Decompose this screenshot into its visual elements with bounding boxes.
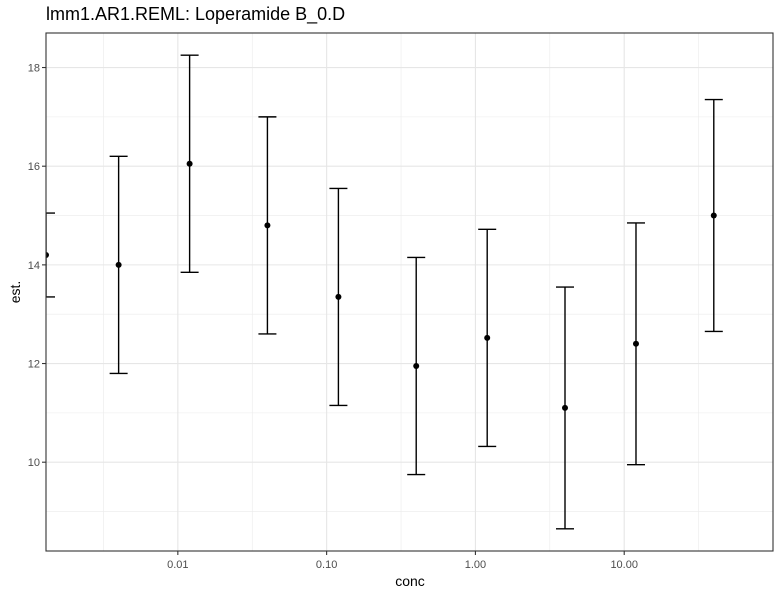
x-tick-label: 0.10: [316, 559, 337, 571]
x-tick-label: 1.00: [465, 559, 486, 571]
data-point: [115, 261, 122, 268]
data-layer: [46, 54, 723, 530]
x-tick-label: 10.00: [610, 559, 638, 571]
data-point: [484, 334, 491, 341]
chart-title: lmm1.AR1.REML: Loperamide B_0.D: [46, 4, 345, 25]
y-tick-label: 18: [28, 63, 40, 75]
data-point: [264, 222, 271, 229]
panel-border: [45, 32, 774, 552]
axis-ticks: 10 12 14 16 18 0.01 0.10 1.00 10.00: [28, 32, 774, 571]
y-tick-label: 16: [28, 161, 40, 173]
plot-panel: [46, 33, 773, 551]
data-point: [186, 160, 193, 167]
y-axis-title: est.: [7, 281, 23, 304]
x-tick-label: 0.01: [167, 559, 188, 571]
data-point: [413, 363, 420, 369]
x-axis-title: conc: [395, 573, 425, 589]
data-point: [632, 340, 639, 347]
data-point: [46, 252, 49, 258]
y-tick-label: 12: [28, 359, 40, 371]
y-tick-label: 14: [28, 260, 40, 272]
data-point: [710, 212, 717, 219]
y-tick-label: 10: [28, 457, 40, 469]
data-point: [561, 404, 568, 411]
panel-background: [46, 33, 773, 551]
data-point: [335, 293, 342, 300]
